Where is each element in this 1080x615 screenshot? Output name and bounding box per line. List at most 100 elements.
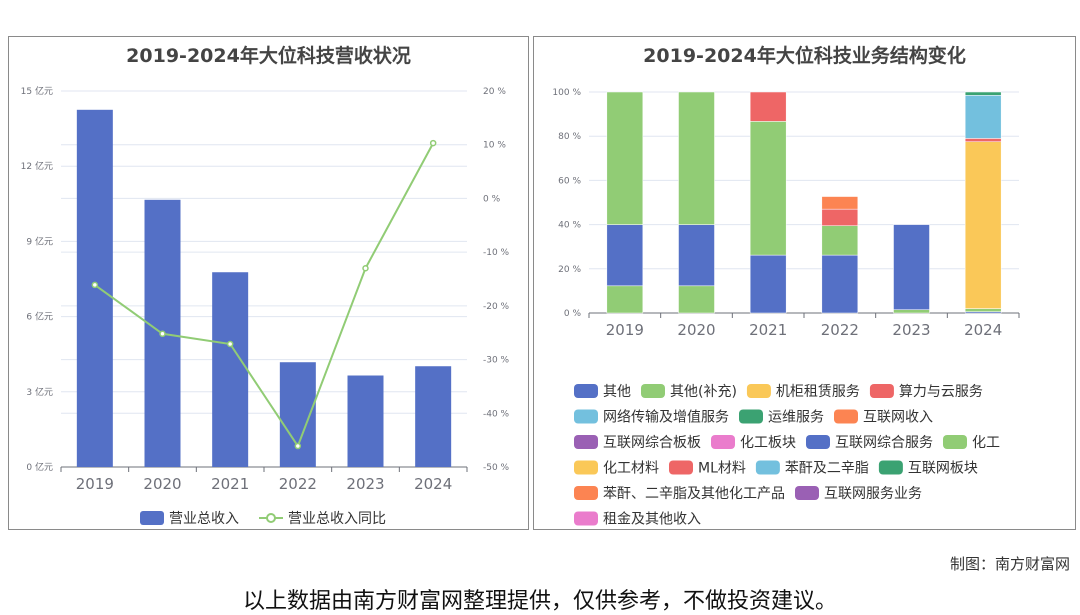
legend-swatch-revenue: [140, 511, 164, 525]
left-axis-tick: 0 亿元: [26, 461, 53, 473]
revenue-bar: [212, 272, 249, 467]
stacked-segment: [821, 254, 859, 314]
yoy-line: [94, 142, 435, 449]
stacked-segment: [749, 91, 787, 122]
legend-label: 算力与云服务: [899, 384, 983, 400]
left-axis-tick: 15 亿元: [21, 85, 53, 97]
legend-label: 苯酐、二辛脂及其他化工产品: [603, 485, 785, 502]
legend-swatch: [574, 435, 598, 449]
structure-chart: 0 % 20 % 40 % 60 % 80 % 100 % 2019 2020 2021 2022…: [552, 88, 1020, 528]
stacked-segment: [821, 225, 859, 256]
y-axis-tick: 100 %: [552, 88, 581, 98]
structure-chart-panel: 2019-2024年大位科技业务结构变化 0 % 20 % 40 % 60 % 80 %…: [533, 36, 1076, 530]
legend-label: 互联网板块: [908, 461, 978, 477]
legend-label: 其他: [603, 384, 631, 400]
legend-swatch: [574, 511, 598, 526]
stacked-segment: [749, 121, 787, 256]
x-axis-label: 2020: [677, 321, 715, 339]
yoy-point: [159, 330, 166, 338]
structure-chart-title: 2019-2024年大位科技业务结构变化: [643, 45, 966, 67]
stacked-segment: [678, 224, 715, 287]
x-axis-label: 2019: [76, 475, 114, 493]
right-axis-tick: -30 %: [483, 356, 510, 366]
yoy-point: [429, 139, 437, 147]
legend-swatch: [574, 486, 598, 500]
right-axis-tick: 20 %: [483, 87, 506, 97]
legend-swatch: [746, 384, 771, 398]
stacked-segment: [821, 196, 859, 210]
x-axis-label: 2022: [821, 321, 859, 339]
stacked-segment: [821, 208, 859, 226]
stacked-segment: [964, 308, 1002, 312]
legend-label: 网络传输及增值服务: [603, 410, 729, 426]
revenue-chart-title: 2019-2024年大位科技营收状况: [126, 45, 411, 67]
y-axis-tick: 40 %: [558, 221, 581, 231]
legend-swatch: [805, 435, 830, 449]
x-axis-label: 2021: [211, 475, 249, 493]
legend-swatch: [574, 460, 598, 475]
revenue-bar: [76, 109, 113, 468]
left-axis-tick: 9 亿元: [26, 235, 53, 247]
disclaimer: 以上数据由南方财富网整理提供，仅供参考，不做投资建议。: [242, 589, 837, 614]
yoy-point: [294, 442, 302, 450]
legend-label: ML材料: [698, 461, 746, 477]
stacked-segment: [749, 254, 787, 314]
revenue-chart-panel: 2019-2024年大位科技营收状况 0 亿元 3 亿元 6 亿元 9 亿元 12 亿元…: [8, 36, 529, 530]
stacked-segment: [893, 309, 930, 314]
right-axis-tick: -10 %: [483, 248, 510, 258]
yoy-point: [91, 281, 99, 289]
legend-swatch: [574, 384, 598, 398]
stacked-segment: [893, 224, 930, 310]
legend-label-yoy: 营业总收入同比: [288, 511, 386, 527]
stacked-segment: [964, 141, 1002, 309]
left-axis-tick: 12 亿元: [21, 160, 53, 172]
legend-label: 化工: [972, 435, 1000, 451]
legend-label: 苯酐及二辛脂: [785, 460, 869, 477]
stacked-segment: [678, 91, 715, 225]
y-axis-tick: 60 %: [558, 176, 581, 186]
revenue-bar: [347, 375, 384, 467]
revenue-chart: 0 亿元 3 亿元 6 亿元 9 亿元 12 亿元 15 亿元 -50 % -40 % -30 …: [21, 85, 510, 527]
legend-label: 运维服务: [768, 410, 824, 426]
legend-label: 互联网服务业务: [824, 486, 922, 502]
left-axis-tick: 6 亿元: [26, 311, 53, 323]
right-axis-tick: 10 %: [483, 141, 506, 151]
y-axis-tick: 80 %: [558, 132, 581, 142]
legend-label: 化工板块: [740, 435, 796, 451]
x-axis-label: 2019: [606, 321, 644, 339]
yoy-point: [226, 340, 234, 348]
x-axis-label: 2024: [964, 321, 1002, 339]
y-axis-tick: 20 %: [558, 265, 581, 275]
x-axis-label: 2023: [346, 475, 384, 493]
revenue-bar: [415, 366, 452, 467]
legend-swatch-yoy-marker: [266, 513, 276, 523]
stacked-segment: [964, 95, 1002, 139]
legend-label: 互联网收入: [863, 410, 933, 426]
x-axis-label: 2021: [749, 321, 787, 339]
stacked-segment: [964, 138, 1002, 142]
right-axis-tick: 0 %: [483, 194, 501, 204]
legend-label: 租金及其他收入: [603, 512, 701, 528]
right-axis-tick: -40 %: [483, 409, 510, 419]
x-axis-label: 2023: [892, 321, 930, 339]
left-axis-tick: 3 亿元: [26, 386, 53, 398]
stacked-segment: [964, 91, 1002, 96]
legend-swatch: [738, 409, 763, 424]
x-axis-label: 2022: [279, 475, 317, 493]
legend-swatch: [668, 460, 693, 475]
legend-swatch: [574, 409, 598, 424]
x-axis-label: 2024: [414, 475, 452, 493]
legend-swatch: [942, 435, 967, 449]
right-axis-tick: -50 %: [483, 463, 510, 473]
legend-label: 化工材料: [603, 461, 659, 477]
y-axis-tick: 0 %: [564, 309, 582, 319]
stacked-segment: [606, 285, 644, 314]
legend-swatch: [755, 460, 780, 475]
legend-swatch: [833, 409, 858, 424]
legend-swatch: [794, 486, 819, 500]
legend-swatch: [869, 384, 894, 398]
right-axis-tick: -20 %: [483, 302, 510, 312]
legend-label: 互联网综合板板: [603, 435, 701, 451]
legend-swatch: [710, 435, 735, 449]
legend-label-revenue: 营业总收入: [169, 511, 239, 527]
